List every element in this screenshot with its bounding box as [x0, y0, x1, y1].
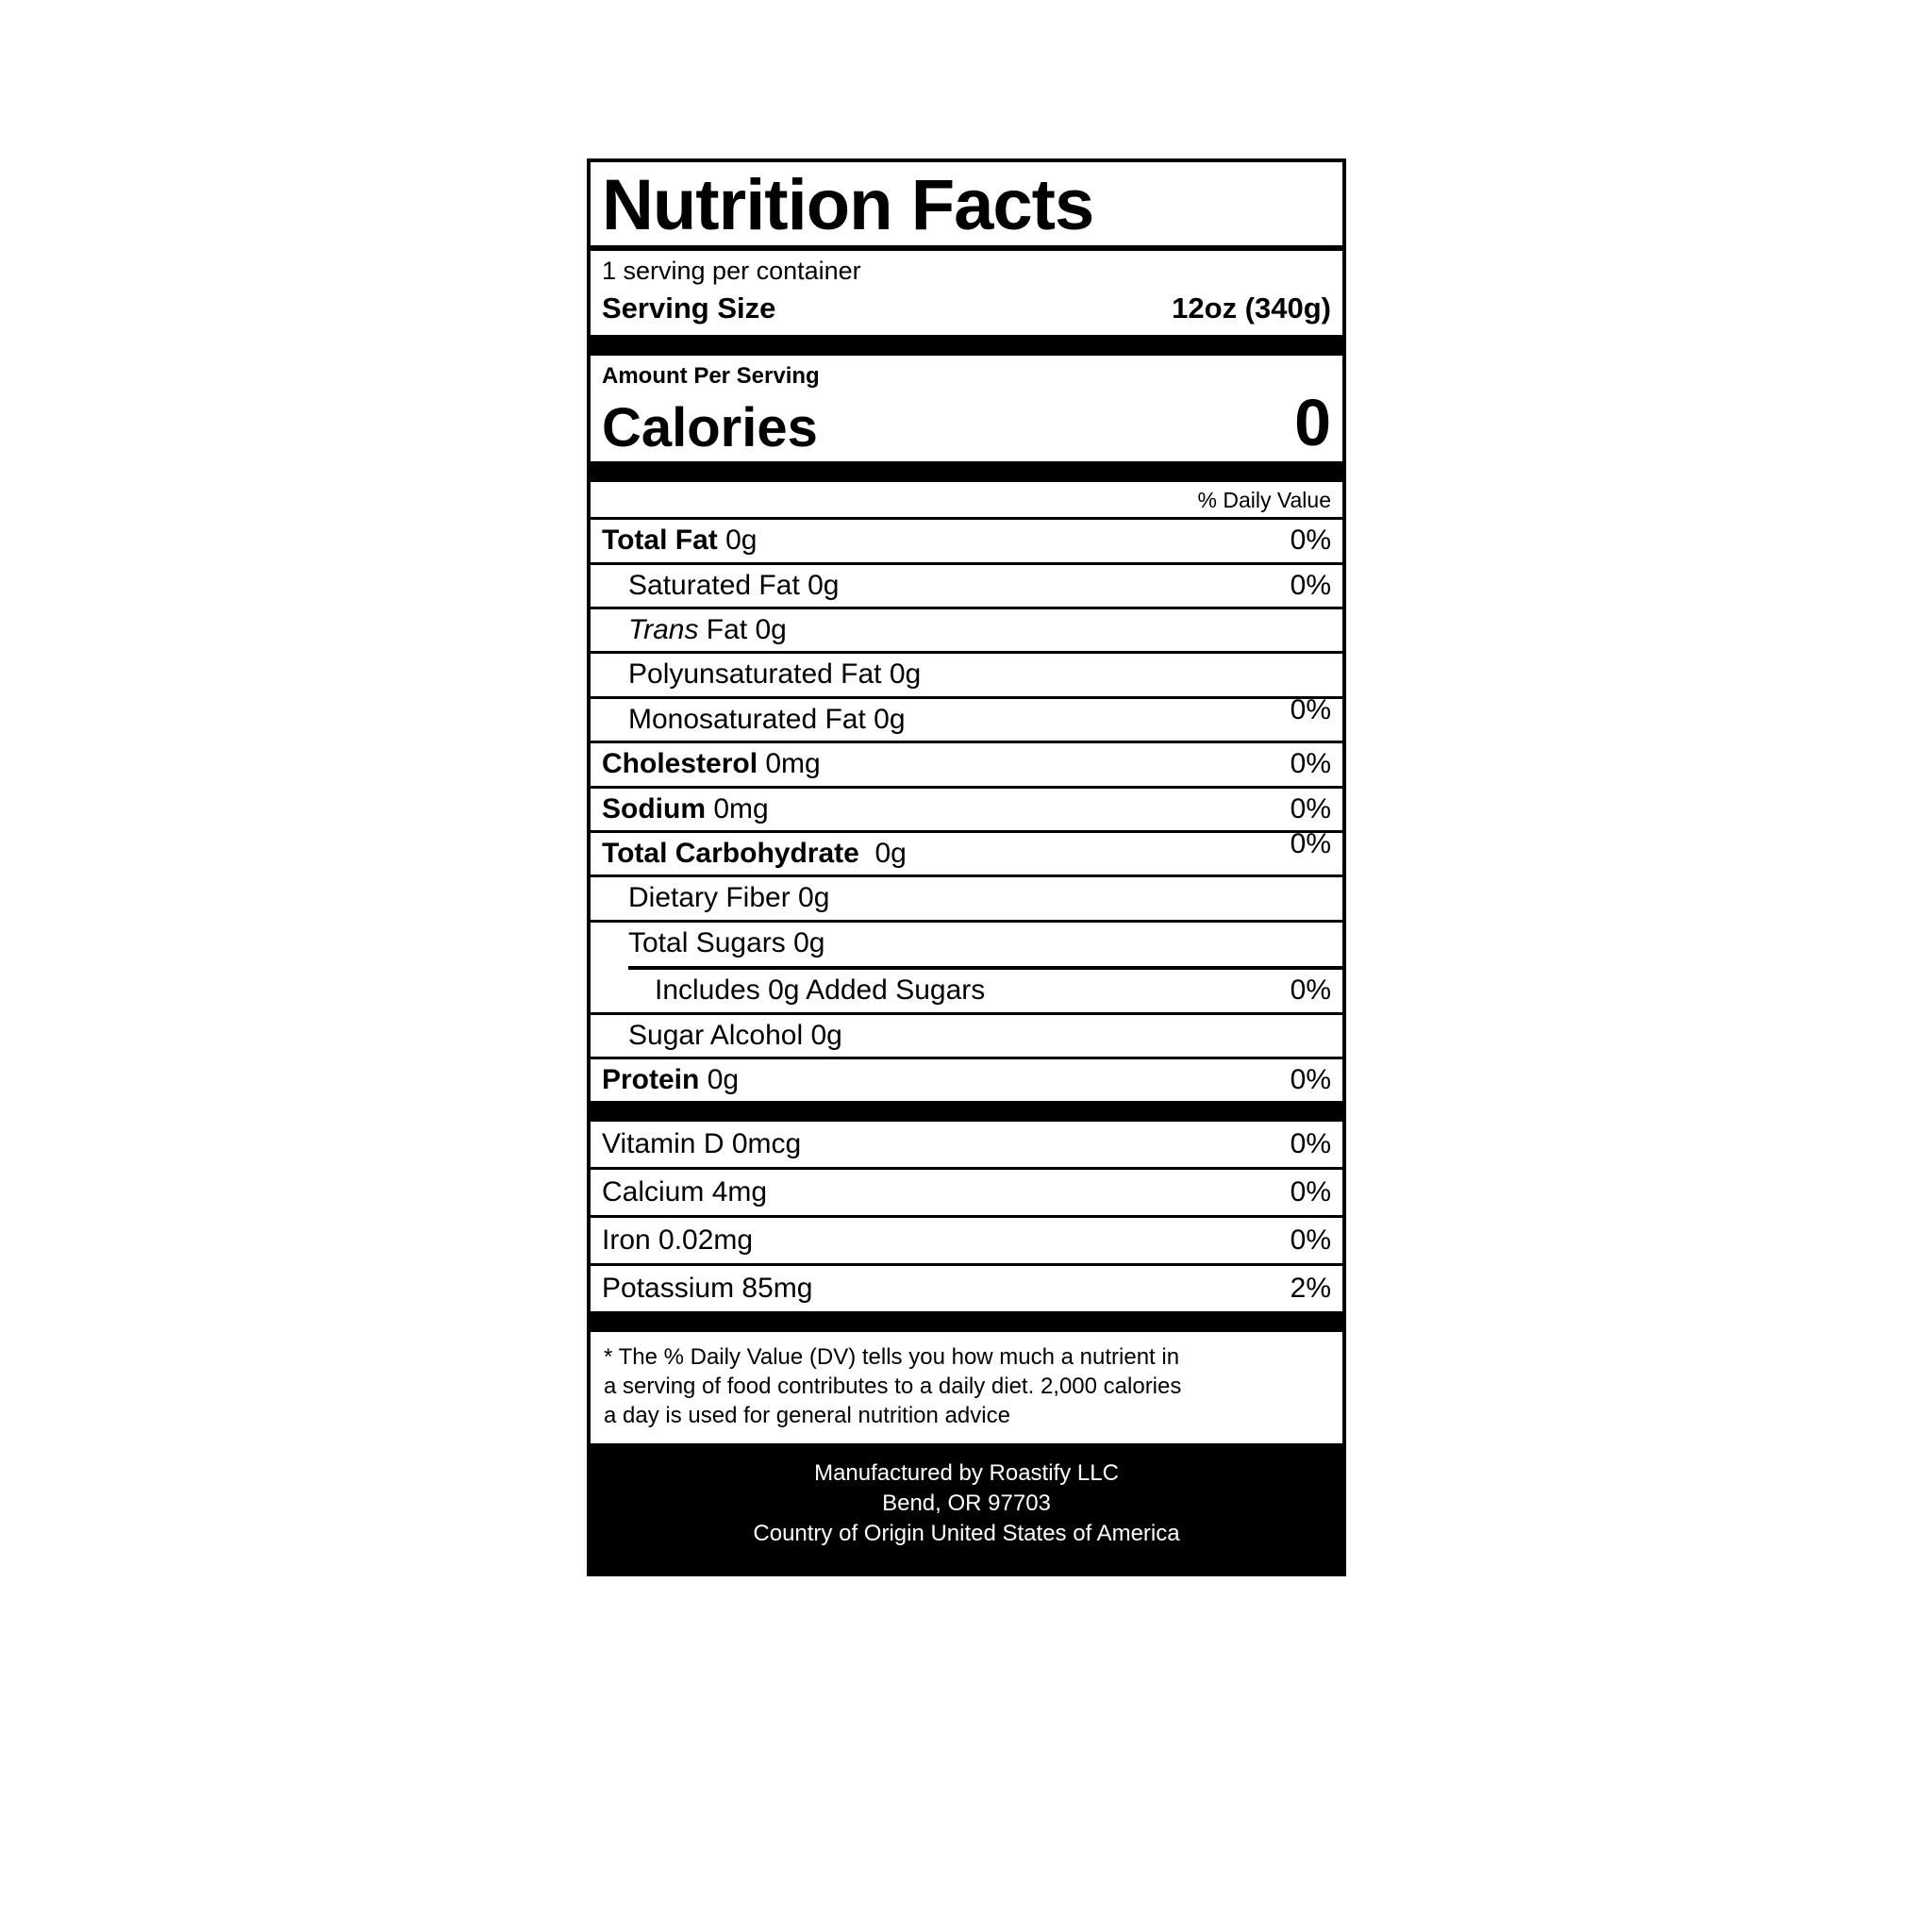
- footnote-line-1: * The % Daily Value (DV) tells you how m…: [604, 1344, 1180, 1371]
- row-dietary-fiber-name: Dietary Fiber 0g: [628, 882, 830, 914]
- calories-separator-band: [591, 461, 1342, 483]
- calories-row: Calories 0: [591, 390, 1342, 461]
- row-calcium: Calcium 4mg 0%: [591, 1167, 1342, 1215]
- serving-size-value: 12oz (340g): [1172, 291, 1331, 325]
- protein-separator-band: [591, 1101, 1342, 1123]
- row-protein-dv: 0%: [1290, 1063, 1331, 1095]
- row-sodium: Sodium 0mg 0%: [591, 785, 1342, 830]
- row-vitamin-d-name: Vitamin D 0mcg: [602, 1128, 802, 1160]
- row-potassium-dv: 2%: [1290, 1273, 1331, 1305]
- calories-section: Amount Per Serving Calories 0: [591, 356, 1342, 461]
- row-calcium-name: Calcium 4mg: [602, 1176, 768, 1208]
- row-sugar-alcohol: Sugar Alcohol 0g: [591, 1011, 1342, 1057]
- nutrition-facts-label: Nutrition Facts 1 serving per container …: [587, 158, 1346, 1577]
- servings-per-container: 1 serving per container: [602, 257, 861, 286]
- daily-value-header: % Daily Value: [1197, 488, 1331, 513]
- row-iron: Iron 0.02mg 0%: [591, 1215, 1342, 1263]
- page-title: Nutrition Facts: [602, 165, 1094, 245]
- row-cholesterol-name: Cholesterol 0mg: [602, 748, 821, 780]
- row-trans-fat-name: Trans Fat 0g: [628, 614, 787, 646]
- row-total-carbohydrate-dv: 0%: [1290, 827, 1331, 859]
- row-saturated-fat-name: Saturated Fat 0g: [628, 569, 840, 601]
- row-total-sugars: Total Sugars 0g: [591, 919, 1342, 966]
- amount-per-serving-label: Amount Per Serving: [602, 363, 820, 390]
- footnote-separator-band: [591, 1311, 1342, 1333]
- row-iron-name: Iron 0.02mg: [602, 1224, 754, 1257]
- row-iron-dv: 0%: [1290, 1224, 1331, 1257]
- row-cholesterol: Cholesterol 0mg 0%: [591, 741, 1342, 785]
- footnote-line-2: a serving of food contributes to a daily…: [604, 1374, 1182, 1400]
- manufacturer-block: Manufactured by Roastify LLC Bend, OR 97…: [591, 1443, 1342, 1574]
- row-trans-fat: Trans Fat 0g: [591, 607, 1342, 651]
- serving-size-row: Serving Size 12oz (340g): [591, 288, 1342, 335]
- nutrient-table: Total Fat 0g 0% Saturated Fat 0g 0% Tran…: [591, 517, 1342, 1101]
- row-cholesterol-dv: 0%: [1290, 748, 1331, 780]
- row-vitamin-d: Vitamin D 0mcg 0%: [591, 1122, 1342, 1167]
- row-total-carbohydrate: Total Carbohydrate 0g 0%: [591, 827, 1342, 874]
- total-sugars-underline: [628, 966, 1342, 971]
- row-vitamin-d-dv: 0%: [1290, 1128, 1331, 1160]
- row-total-carbohydrate-name: Total Carbohydrate 0g: [602, 837, 907, 869]
- vitamin-mineral-table: Vitamin D 0mcg 0% Calcium 4mg 0% Iron 0.…: [591, 1122, 1342, 1311]
- row-potassium-name: Potassium 85mg: [602, 1273, 813, 1305]
- row-total-fat-name: Total Fat 0g: [602, 525, 758, 557]
- row-potassium: Potassium 85mg 2%: [591, 1263, 1342, 1311]
- calories-value: 0: [1294, 386, 1331, 460]
- row-polyunsaturated-fat-name: Polyunsaturated Fat 0g: [628, 658, 922, 691]
- row-monosaturated-fat-name: Monosaturated Fat 0g: [628, 703, 906, 735]
- row-total-sugars-name: Total Sugars 0g: [628, 926, 825, 958]
- row-added-sugars-name: Includes 0g Added Sugars: [655, 974, 986, 1007]
- row-polyunsaturated-fat: Polyunsaturated Fat 0g: [591, 651, 1342, 695]
- title-divider: [591, 245, 1342, 252]
- row-saturated-fat: Saturated Fat 0g 0%: [591, 561, 1342, 607]
- row-added-sugars-dv: 0%: [1290, 974, 1331, 1007]
- manufacturer-name: Manufactured by Roastify LLC: [814, 1460, 1119, 1487]
- daily-value-footnote: * The % Daily Value (DV) tells you how m…: [591, 1332, 1342, 1443]
- country-of-origin: Country of Origin United States of Ameri…: [753, 1520, 1180, 1546]
- row-protein: Protein 0g 0%: [591, 1056, 1342, 1101]
- serving-size-label: Serving Size: [602, 291, 776, 325]
- row-calcium-dv: 0%: [1290, 1176, 1331, 1208]
- row-total-fat-dv: 0%: [1290, 525, 1331, 557]
- calories-label: Calories: [602, 397, 818, 459]
- row-sodium-dv: 0%: [1290, 792, 1331, 824]
- footnote-line-3: a day is used for general nutrition advi…: [604, 1402, 1010, 1428]
- row-monosaturated-fat: Monosaturated Fat 0g 0%: [591, 693, 1342, 741]
- row-sugar-alcohol-name: Sugar Alcohol 0g: [628, 1019, 842, 1051]
- manufacturer-address: Bend, OR 97703: [882, 1491, 1051, 1517]
- row-dietary-fiber: Dietary Fiber 0g: [591, 874, 1342, 919]
- row-sodium-name: Sodium 0mg: [602, 792, 769, 824]
- row-protein-name: Protein 0g: [602, 1063, 740, 1095]
- header-separator-band: [591, 335, 1342, 357]
- row-monosaturated-fat-dv: 0%: [1290, 693, 1331, 725]
- row-saturated-fat-dv: 0%: [1290, 569, 1331, 601]
- row-added-sugars: Includes 0g Added Sugars 0%: [591, 970, 1342, 1011]
- row-total-fat: Total Fat 0g 0%: [591, 517, 1342, 561]
